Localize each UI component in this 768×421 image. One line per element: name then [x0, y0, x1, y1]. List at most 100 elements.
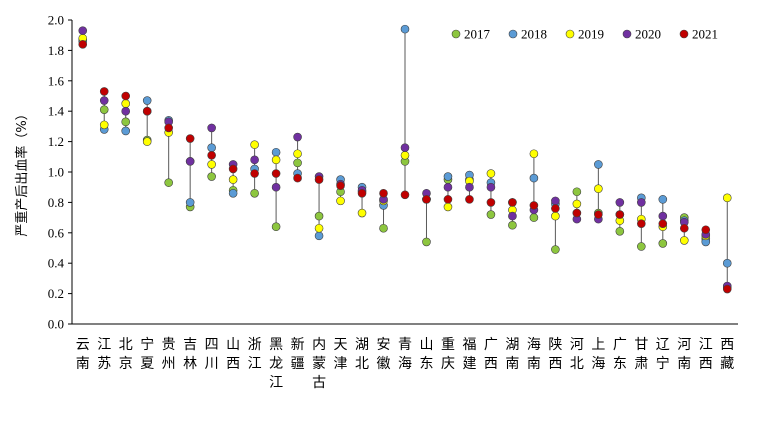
point-2021 [185, 134, 195, 143]
point-2019 [551, 211, 560, 221]
category-labels: 云南江苏北京宁夏贵州吉林四川山西浙江黑龙江新疆内蒙古天津湖北安徽青海山东重庆福建… [76, 336, 735, 391]
legend-marker-2017 [451, 29, 461, 39]
category-label: 新疆 [291, 337, 305, 372]
point-2020 [78, 26, 88, 35]
point-2020 [293, 132, 302, 142]
point-2019 [99, 120, 109, 130]
category-label: 广西 [484, 337, 498, 372]
point-2019 [400, 150, 410, 160]
category-label: 福建 [462, 337, 476, 372]
y-tick-label: 0.2 [48, 286, 64, 301]
point-2018 [658, 195, 668, 204]
axes [68, 19, 738, 325]
point-2017 [508, 220, 517, 230]
y-tick-label: 0.6 [48, 225, 65, 240]
point-2020 [443, 182, 453, 192]
category-label: 重庆 [441, 337, 455, 372]
legend-marker-2019 [565, 29, 575, 39]
legend: 2017 2018 2019 2020 2021 [451, 27, 718, 42]
legend-marker-2021 [679, 29, 689, 39]
y-tick-label: 1.4 [48, 104, 65, 119]
point-2019 [271, 155, 281, 165]
data-points [78, 24, 732, 294]
point-2017 [121, 117, 131, 127]
point-2021 [121, 91, 131, 101]
y-tick-label: 0.0 [48, 317, 64, 332]
point-2021 [78, 40, 88, 49]
point-2019 [443, 202, 453, 212]
category-label: 上海 [591, 337, 605, 372]
point-2021 [572, 208, 582, 218]
point-2017 [379, 223, 388, 233]
category-label: 黑龙江 [269, 337, 283, 391]
point-2020 [551, 196, 560, 206]
point-2020 [99, 96, 109, 105]
point-2021 [658, 219, 668, 228]
point-2017 [551, 245, 560, 254]
point-2021 [164, 123, 173, 133]
point-2018 [594, 160, 603, 169]
point-2019 [679, 236, 689, 245]
point-2019 [594, 184, 603, 194]
category-label: 浙江 [248, 337, 262, 372]
point-2019 [250, 140, 259, 149]
point-2018 [207, 143, 216, 152]
category-label: 云南 [76, 337, 90, 372]
category-label: 甘肃 [634, 337, 648, 372]
y-axis-label: 严重产后出血率（%） [14, 107, 30, 236]
point-2021 [637, 219, 646, 228]
category-label: 青海 [398, 337, 412, 372]
point-2018 [314, 231, 324, 241]
point-2021 [142, 106, 152, 116]
point-2019 [572, 199, 582, 209]
point-2021 [314, 175, 324, 184]
point-2018 [271, 147, 281, 157]
point-2019 [121, 99, 131, 108]
point-2021 [486, 198, 496, 207]
point-2017 [658, 239, 668, 248]
category-label: 河南 [677, 337, 691, 372]
y-tick-label: 1.6 [48, 73, 65, 88]
point-2021 [271, 169, 281, 178]
point-2020 [185, 157, 195, 166]
point-2021 [615, 210, 625, 219]
point-2021 [422, 195, 431, 204]
point-2021 [722, 284, 732, 294]
point-2020 [508, 211, 517, 221]
legend-marker-2018 [508, 29, 518, 39]
point-2020 [615, 198, 625, 207]
point-2017 [99, 105, 109, 114]
point-2020 [465, 182, 474, 192]
category-label: 北京 [119, 337, 133, 372]
point-2020 [637, 198, 646, 207]
point-2017 [615, 226, 625, 236]
point-2018 [400, 24, 410, 34]
point-2019 [529, 149, 539, 159]
point-2021 [336, 181, 345, 190]
point-2017 [422, 237, 431, 247]
point-2018 [121, 126, 131, 136]
point-2021 [701, 225, 711, 235]
category-label: 江西 [699, 337, 713, 372]
category-label: 河北 [570, 337, 584, 372]
point-2019 [314, 223, 324, 233]
point-2021 [379, 188, 388, 198]
legend-label-2019: 2019 [578, 27, 604, 42]
point-2019 [228, 175, 238, 184]
point-2019 [336, 196, 345, 206]
point-2020 [400, 143, 410, 152]
point-2021 [228, 164, 238, 174]
point-2021 [357, 188, 367, 198]
y-tick-label: 1.8 [48, 43, 64, 58]
category-label: 广东 [613, 337, 627, 372]
point-2017 [529, 213, 539, 222]
point-2018 [722, 258, 732, 268]
point-2017 [271, 222, 281, 232]
legend-label-2018: 2018 [521, 27, 547, 42]
category-label: 四川 [205, 337, 219, 372]
point-2017 [572, 187, 582, 197]
point-2021 [207, 150, 216, 160]
point-2021 [508, 198, 517, 207]
point-2020 [250, 155, 259, 165]
